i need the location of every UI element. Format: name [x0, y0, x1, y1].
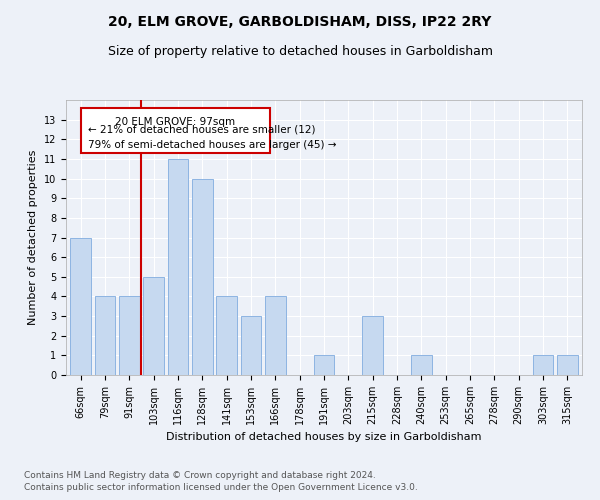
Bar [241, 316, 262, 375]
Bar [411, 356, 432, 375]
Bar [362, 316, 383, 375]
FancyBboxPatch shape [80, 108, 271, 153]
Bar [265, 296, 286, 375]
Bar [167, 159, 188, 375]
Bar [143, 277, 164, 375]
Text: 79% of semi-detached houses are larger (45) →: 79% of semi-detached houses are larger (… [88, 140, 337, 150]
Text: ← 21% of detached houses are smaller (12): ← 21% of detached houses are smaller (12… [88, 124, 316, 134]
Bar [119, 296, 140, 375]
Bar [314, 356, 334, 375]
Text: Size of property relative to detached houses in Garboldisham: Size of property relative to detached ho… [107, 45, 493, 58]
Y-axis label: Number of detached properties: Number of detached properties [28, 150, 38, 325]
Text: 20 ELM GROVE: 97sqm: 20 ELM GROVE: 97sqm [115, 116, 236, 126]
X-axis label: Distribution of detached houses by size in Garboldisham: Distribution of detached houses by size … [166, 432, 482, 442]
Bar [95, 296, 115, 375]
Text: Contains public sector information licensed under the Open Government Licence v3: Contains public sector information licen… [24, 484, 418, 492]
Text: 20, ELM GROVE, GARBOLDISHAM, DISS, IP22 2RY: 20, ELM GROVE, GARBOLDISHAM, DISS, IP22 … [109, 15, 491, 29]
Bar [216, 296, 237, 375]
Bar [533, 356, 553, 375]
Bar [70, 238, 91, 375]
Text: Contains HM Land Registry data © Crown copyright and database right 2024.: Contains HM Land Registry data © Crown c… [24, 471, 376, 480]
Bar [557, 356, 578, 375]
Bar [192, 178, 212, 375]
